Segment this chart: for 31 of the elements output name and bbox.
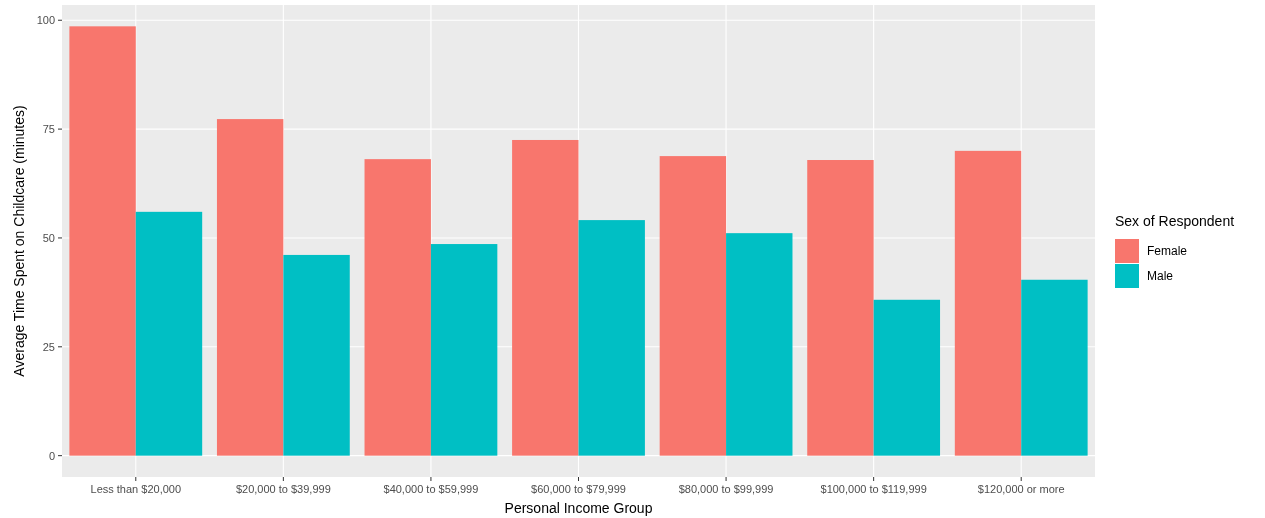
legend-title: Sex of Respondent bbox=[1115, 213, 1235, 229]
x-tick-label: $20,000 to $39,999 bbox=[235, 483, 331, 495]
x-tick-label: $40,000 to $59,999 bbox=[383, 483, 479, 495]
bar bbox=[873, 299, 941, 456]
bar bbox=[954, 150, 1022, 456]
bar bbox=[216, 119, 284, 456]
x-tick-label: $120,000 or more bbox=[977, 483, 1065, 495]
legend-label: Male bbox=[1147, 269, 1174, 284]
bar bbox=[659, 156, 727, 456]
y-tick-label: 100 bbox=[36, 14, 55, 27]
bar bbox=[512, 139, 579, 456]
bar bbox=[807, 160, 874, 456]
x-tick-label: $60,000 to $79,999 bbox=[531, 483, 626, 495]
bar bbox=[726, 233, 793, 456]
bar bbox=[430, 244, 498, 456]
y-tick-label: 0 bbox=[48, 449, 55, 462]
legend-label: Female bbox=[1147, 244, 1188, 259]
x-tick-label: $80,000 to $99,999 bbox=[678, 483, 774, 495]
y-tick-label: 50 bbox=[42, 231, 55, 244]
x-tick-label: $100,000 to $119,999 bbox=[820, 483, 927, 495]
bar bbox=[1021, 279, 1088, 456]
y-axis-title: Average Time Spent on Childcare (minutes) bbox=[11, 105, 27, 377]
x-tick-label: Less than $20,000 bbox=[90, 483, 182, 495]
bar bbox=[135, 211, 203, 456]
y-tick-label: 25 bbox=[42, 340, 55, 353]
bar bbox=[69, 26, 136, 456]
y-tick-label: 75 bbox=[42, 122, 55, 135]
x-axis-title: Personal Income Group bbox=[504, 500, 653, 516]
bar bbox=[364, 159, 431, 456]
bar bbox=[578, 220, 645, 456]
bar bbox=[283, 254, 350, 456]
